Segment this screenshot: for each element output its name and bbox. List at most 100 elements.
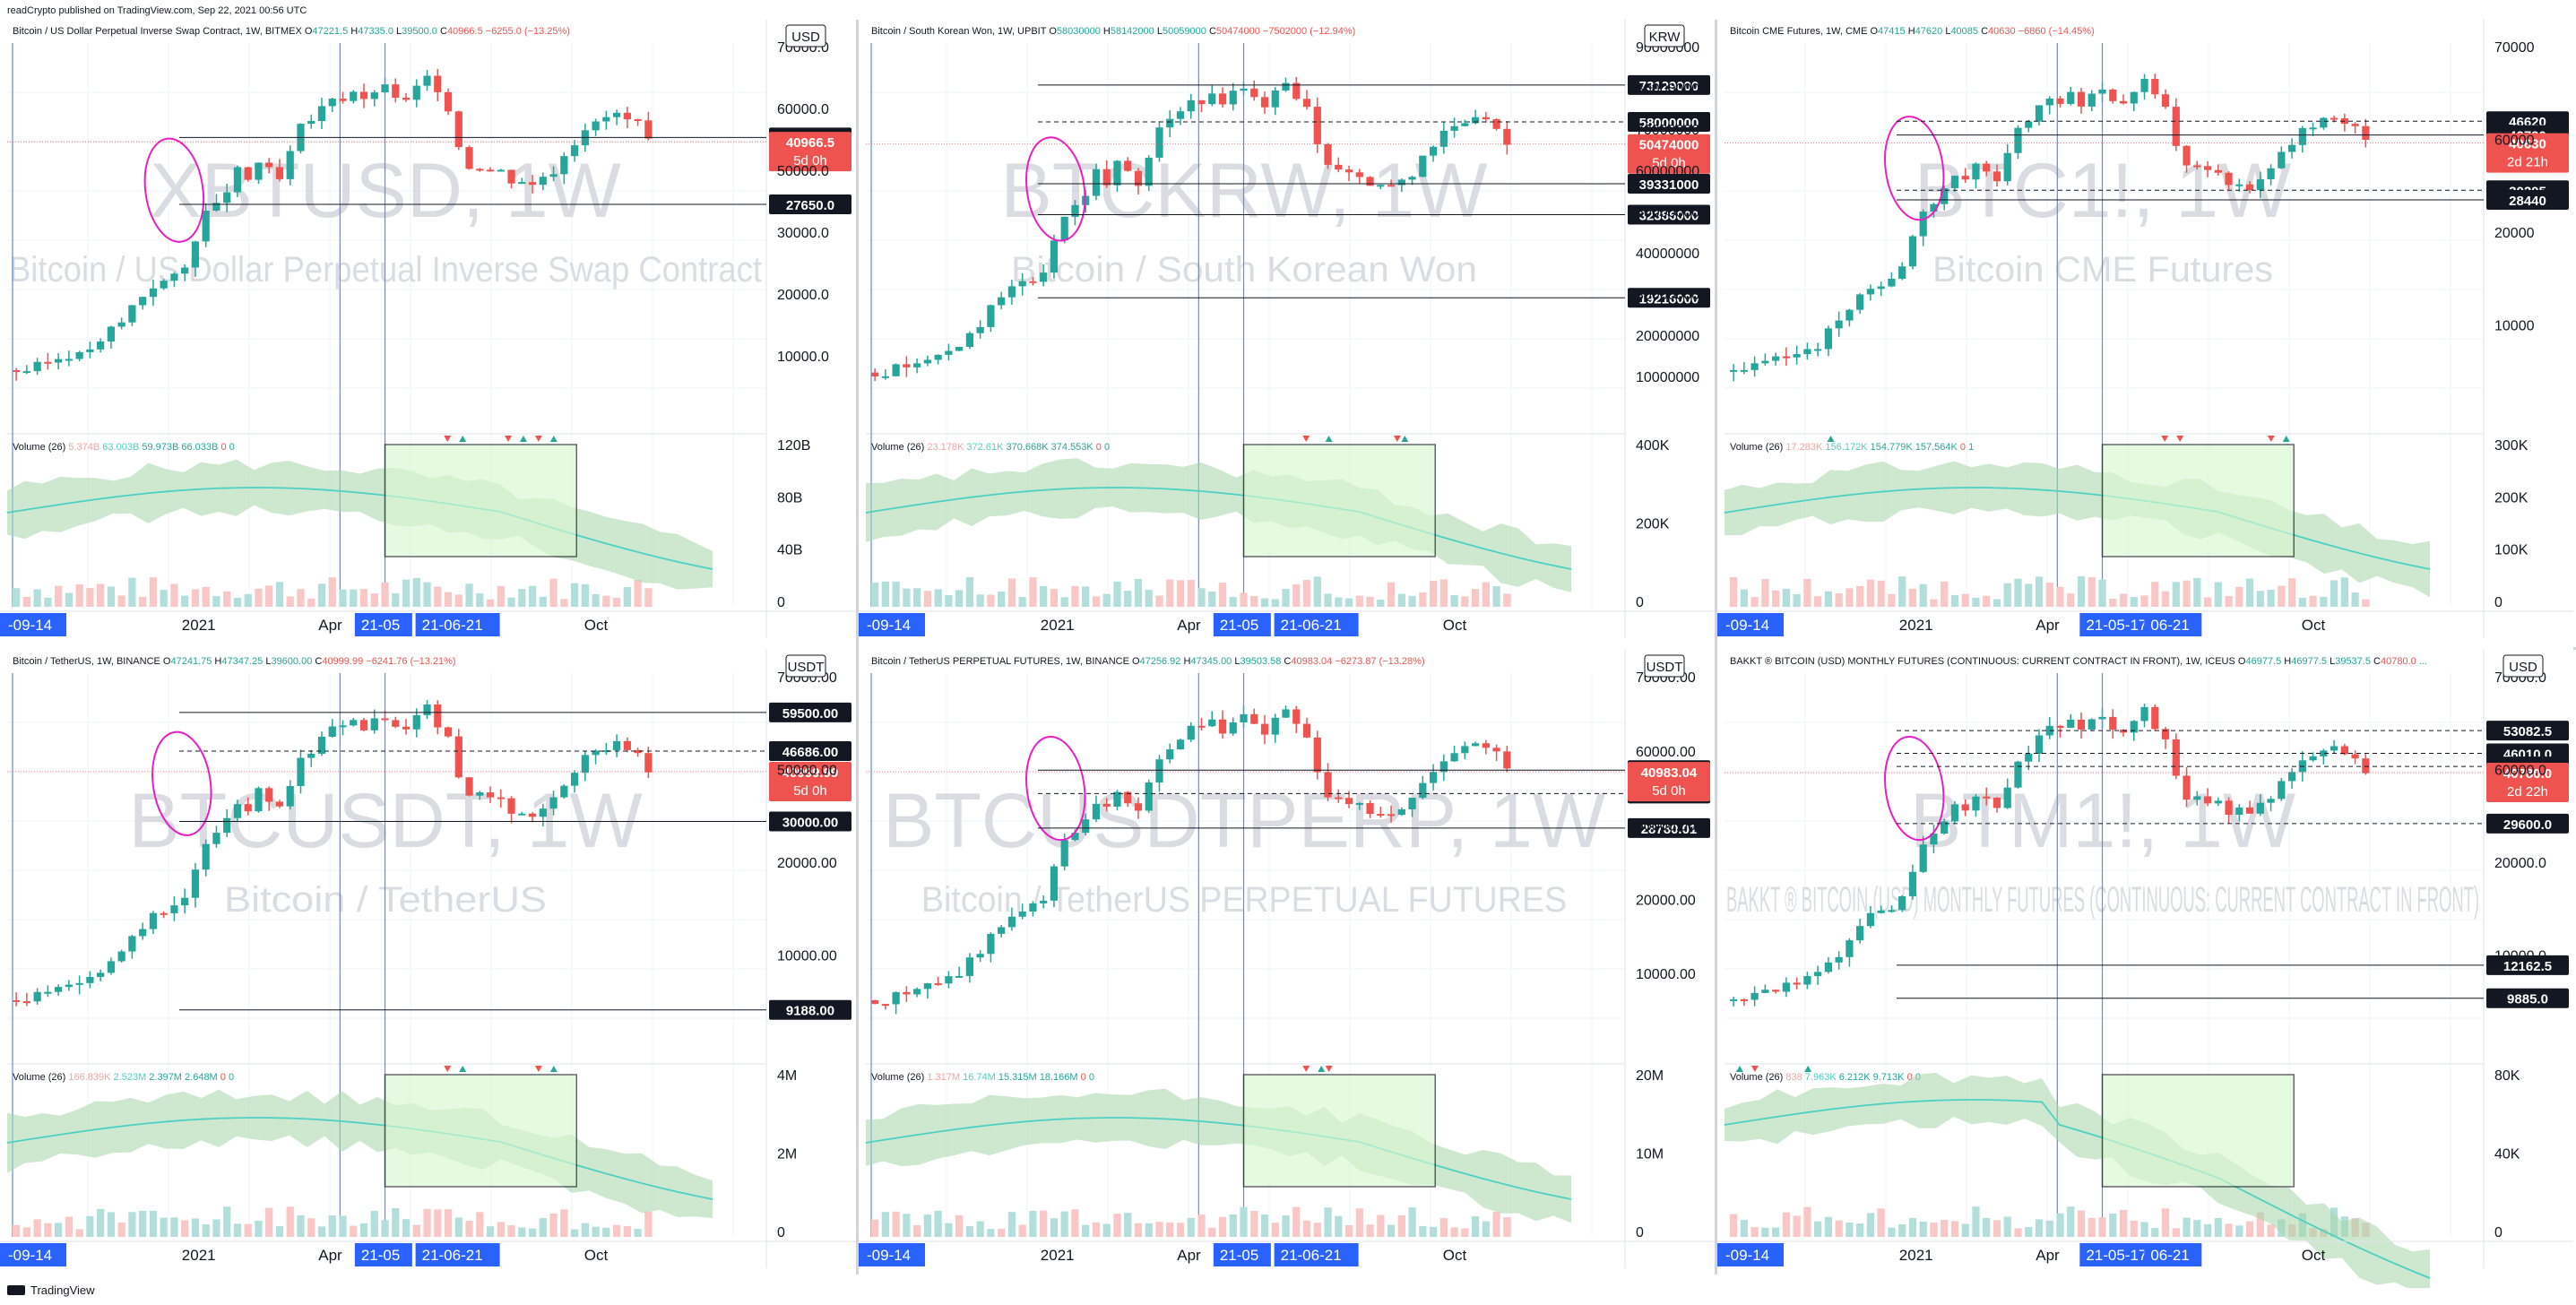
level-price-label: 27650.0: [786, 198, 834, 213]
volume-bar: [1866, 1213, 1875, 1237]
candle-body: [1740, 369, 1748, 372]
signal-up-arrow-icon: [459, 436, 467, 442]
ohlc-value: 40966.5: [447, 26, 486, 37]
volume-bar: [1324, 1207, 1332, 1237]
candle-body: [265, 788, 273, 802]
candle-body: [1208, 719, 1216, 727]
candle-body: [1419, 782, 1427, 799]
currency-badge[interactable]: [2503, 654, 2544, 678]
volume-bar: [1176, 580, 1185, 607]
volume-value: 154.779K: [1871, 442, 1915, 453]
chart-panel-btckrw[interactable]: BTCKRW, 1W Bitcoin / South Korean Won Bitc…: [859, 20, 1715, 658]
candle-body: [2130, 721, 2138, 733]
chart-panel-btm1[interactable]: BTM1!, 1W BAKKT ® BITCOIN (USD) MONTHLY F…: [1717, 650, 2573, 1288]
candle-body: [1344, 798, 1353, 805]
candle-body: [160, 281, 168, 289]
candle-body: [2278, 151, 2286, 169]
time-tick-label: 21-05: [361, 1247, 400, 1264]
volume-bar: [2330, 580, 2338, 607]
candle-body: [1282, 709, 1290, 718]
currency-badge[interactable]: [785, 654, 826, 678]
candle-body: [1856, 294, 1864, 310]
candle-body: [486, 792, 495, 798]
candle-body: [1218, 719, 1227, 734]
candle-body: [1007, 916, 1016, 928]
candle-body: [2119, 100, 2128, 104]
candle-body: [955, 347, 964, 351]
time-tick-label: Apr: [2036, 617, 2060, 634]
chart-panel-btc1[interactable]: BTC1!, 1W Bitcoin CME Futures Bitcoin CME …: [1717, 20, 2573, 658]
chart-panel-btcusdtperp[interactable]: BTCUSDTPERP, 1W Bitcoin / TetherUS PERPET…: [859, 650, 1715, 1288]
currency-badge[interactable]: [1644, 24, 1685, 48]
volume-ma-line: [1724, 1099, 2431, 1279]
volume-bar: [1482, 1221, 1490, 1237]
volume-bar: [1060, 597, 1068, 607]
candle-body: [212, 203, 220, 212]
ohlc-key: O: [1132, 656, 1140, 667]
footer-brand: TradingView: [30, 1283, 95, 1297]
time-tick-label: 21-06-21: [422, 1247, 483, 1264]
volume-bar: [2119, 593, 2128, 607]
signal-down-arrow-icon: [2267, 436, 2275, 442]
candle-body: [2193, 165, 2201, 168]
volume-bar: [223, 1206, 231, 1237]
candle-body: [2256, 802, 2264, 814]
currency-label: USDT: [1647, 660, 1683, 675]
ohlc-value: ...: [2419, 656, 2427, 667]
volume-bar: [913, 1225, 921, 1237]
chart-panel-xbtusd[interactable]: XBTUSD, 1W Bitcoin / US Dollar Perpetual …: [0, 20, 856, 658]
candle-body: [212, 833, 220, 844]
candle-body: [2214, 800, 2222, 804]
candle-body: [612, 112, 621, 117]
volume-bar: [1240, 1206, 1248, 1237]
volume-tick-label: 2M: [777, 1147, 797, 1162]
candle-body: [2362, 125, 2370, 140]
volume-bar: [1166, 579, 1174, 607]
time-tick-label: 21-05: [1220, 617, 1258, 634]
volume-bar: [2025, 1226, 2033, 1237]
volume-value: 7.963K: [1805, 1072, 1839, 1083]
candle-body: [644, 120, 653, 139]
chart-panel-btcusdt[interactable]: BTCUSDT, 1W Bitcoin / TetherUS Bitcoin / T…: [0, 650, 856, 1288]
volume-bar: [44, 1223, 52, 1237]
volume-bar: [602, 1227, 610, 1237]
volume-bar: [423, 582, 431, 607]
candle-body: [497, 797, 505, 799]
price-tick-label: 60000.0: [2494, 764, 2546, 779]
volume-tick-label: 0: [2494, 595, 2503, 610]
volume-bar: [1082, 1224, 1090, 1237]
volume-bar: [255, 588, 263, 607]
ohlc-value: 40999.99: [322, 656, 366, 667]
volume-bar: [1730, 1214, 1738, 1237]
volume-value: 0: [229, 1072, 234, 1083]
candle-body: [117, 951, 125, 962]
candle-body: [1919, 844, 1927, 872]
time-marker-highlight: [1213, 1243, 1271, 1266]
volume-bar: [359, 589, 368, 607]
candle-body: [181, 897, 189, 906]
volume-bar: [297, 589, 305, 607]
time-tick-label: 06-21: [2150, 1247, 2189, 1264]
volume-bar: [370, 1210, 378, 1237]
publish-header: readCrypto published on TradingView.com,…: [7, 5, 307, 16]
signal-down-arrow-icon: [2176, 436, 2184, 442]
signal-down-arrow-icon: [1393, 436, 1401, 442]
volume-bar: [339, 589, 347, 607]
candle-body: [2035, 735, 2044, 754]
volume-bar: [1740, 1220, 1748, 1237]
volume-bar: [2098, 579, 2106, 607]
volume-bar: [2130, 1220, 2138, 1237]
currency-badge[interactable]: [785, 24, 826, 48]
candle-body: [1782, 356, 1790, 359]
volume-bar: [871, 1219, 879, 1237]
last-price-tag: [1628, 762, 1710, 802]
ohlc-key: O: [1049, 26, 1057, 37]
candle-body: [1482, 117, 1490, 120]
signal-down-arrow-icon: [1325, 1066, 1333, 1072]
candle-body: [1366, 177, 1374, 186]
currency-badge[interactable]: [1644, 654, 1685, 678]
ohlc-value: 46977.5: [2291, 656, 2330, 667]
volume-bar: [44, 597, 52, 607]
candle-body: [1335, 797, 1343, 799]
